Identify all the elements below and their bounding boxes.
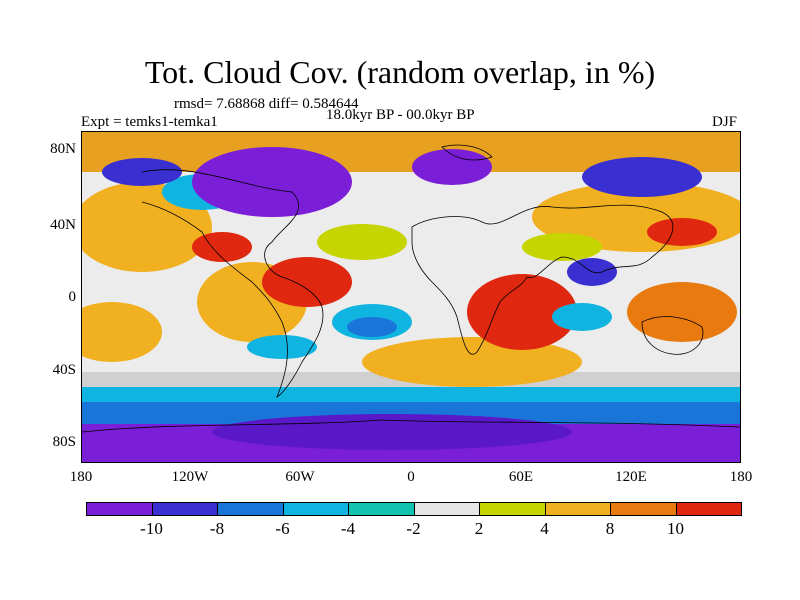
latitude-tick: 0 [68, 289, 77, 305]
field-patch [192, 147, 352, 217]
period-label: 18.0kyr BP - 00.0kyr BP [326, 107, 475, 123]
colorbar-swatch [610, 502, 677, 516]
field-patch [82, 302, 162, 362]
longitude-tick: 60E [508, 469, 534, 485]
colorbar-label: -4 [340, 519, 356, 538]
field-patch [212, 414, 572, 450]
field-patch [192, 232, 252, 262]
field-patch [467, 274, 577, 350]
field-patch [627, 282, 737, 342]
colorbar-swatch [348, 502, 415, 516]
colorbar-swatch [86, 502, 153, 516]
longitude-tick: 60W [285, 469, 315, 485]
field-patch [552, 303, 612, 331]
field-patch [317, 224, 407, 260]
field-band [82, 402, 740, 424]
stats-text: rmsd= 7.68868 diff= 0.584644 [174, 96, 359, 112]
map-title: Tot. Cloud Cov. (random overlap, in %) [144, 54, 656, 90]
field-patch [262, 257, 352, 307]
latitude-tick: 40N [50, 217, 76, 233]
field-patch [347, 317, 397, 337]
colorbar-label: -10 [140, 519, 163, 538]
colorbar-swatch [217, 502, 284, 516]
latitude-tick: 80S [52, 434, 76, 450]
field-patch [247, 335, 317, 359]
longitude-tick: 180 [69, 469, 93, 485]
colorbar-swatch [675, 502, 742, 516]
longitude-tick: 0 [407, 469, 415, 485]
experiment-label: Expt = temks1-temka1 [81, 114, 218, 130]
longitude-tick: 120W [171, 469, 209, 485]
season-label: DJF [712, 114, 738, 130]
colorbar-label: 4 [540, 519, 549, 538]
latitude-tick: 80N [50, 141, 76, 157]
colorbar-label: 2 [474, 519, 484, 538]
longitude-tick: 120E [615, 469, 647, 485]
field-patch [412, 149, 492, 185]
colorbar-label: 10 [667, 519, 684, 538]
colorbar-label: -6 [275, 519, 290, 538]
colorbar-swatch [151, 502, 218, 516]
field-patch [582, 157, 702, 197]
field-patch [647, 218, 717, 246]
coastlines [82, 144, 740, 433]
colorbar-swatch [413, 502, 480, 516]
colorbar-label: -2 [406, 519, 421, 538]
latitude-tick: 40S [52, 362, 76, 378]
map-field [82, 132, 740, 462]
colorbar-swatch [282, 502, 349, 516]
colorbar-label: 8 [605, 519, 615, 538]
longitude-tick: 180 [729, 469, 753, 485]
colorbar-swatch [479, 502, 546, 516]
cloud-cover-map [81, 131, 741, 463]
colorbar-swatch [544, 502, 611, 516]
field-patch [522, 233, 602, 261]
colorbar-label: -8 [209, 519, 225, 538]
